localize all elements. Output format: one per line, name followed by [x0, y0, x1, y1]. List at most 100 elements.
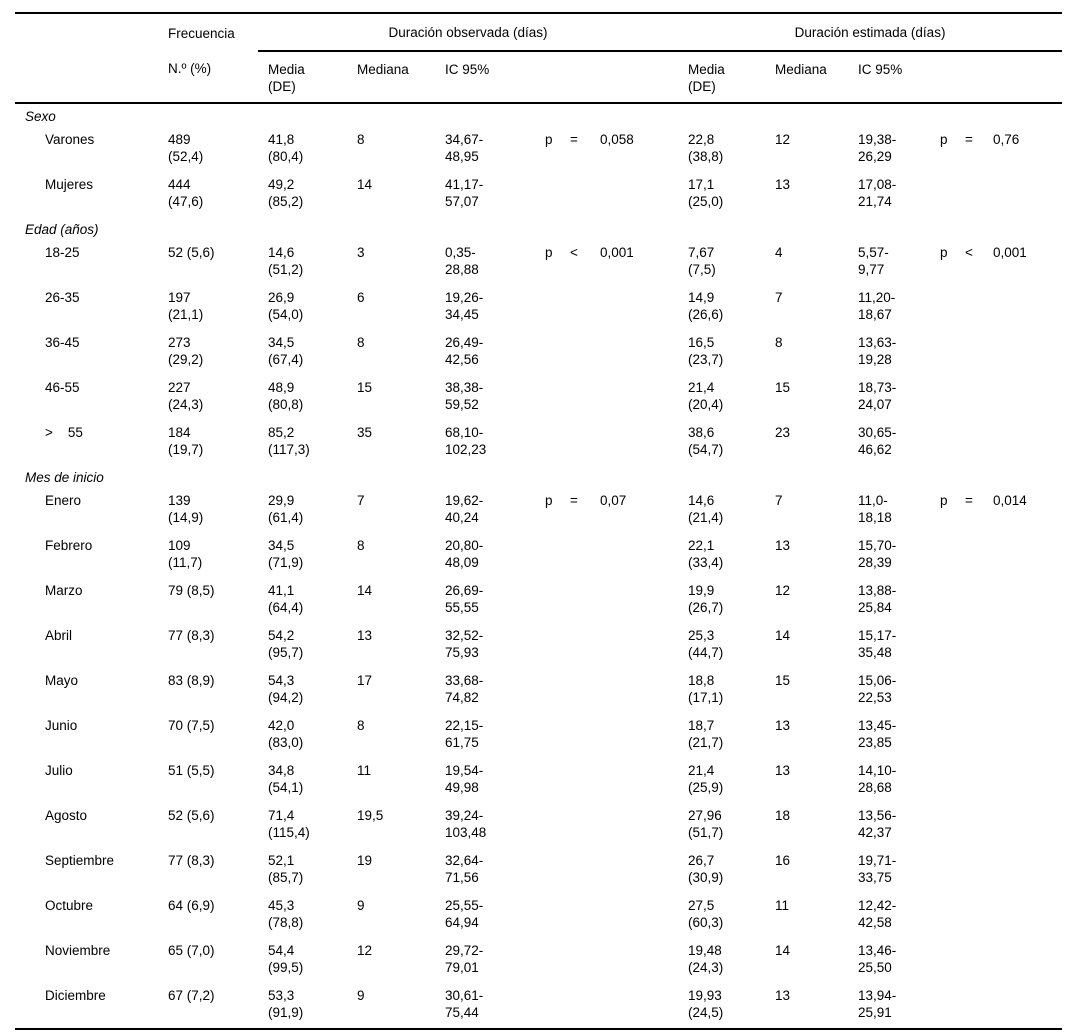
est-ic-cell-line2: 25,50 [858, 960, 892, 975]
freq-cell: 227 (24,3) [158, 375, 258, 420]
obs-media-cell-line1: 85,2 [268, 425, 295, 440]
empty-cell [930, 938, 955, 983]
table-row: Agosto 52 (5,6) 71,4 (115,4) 19,5 39,24- 103,4… [15, 803, 1062, 848]
est-media-cell: 18,7 (21,7) [678, 713, 765, 758]
empty-cell [535, 758, 560, 803]
freq-cell: 184 (19,7) [158, 420, 258, 465]
obs-media-cell: 41,1 (64,4) [258, 578, 347, 623]
est-media-cell-line2: (26,7) [688, 600, 724, 615]
row-label: Junio [45, 718, 78, 733]
est-media-cell-line2: (24,5) [688, 1005, 724, 1020]
empty-cell [590, 533, 678, 578]
empty-cell [590, 578, 678, 623]
est-ic-cell: 13,56- 42,37 [848, 803, 930, 848]
row-label: Agosto [45, 808, 88, 823]
obs-media-cell-line2: (51,2) [268, 262, 304, 277]
obs-mediana-cell: 11 [357, 763, 372, 778]
est-ic-cell: 30,65- 46,62 [848, 420, 930, 465]
empty-cell [560, 938, 590, 983]
est-ic-cell: 13,45- 23,85 [848, 713, 930, 758]
empty-cell [955, 938, 983, 983]
row-label: Enero [45, 493, 82, 508]
obs-media-cell: 34,5 (71,9) [258, 533, 347, 578]
row-label: 18-25 [45, 245, 80, 260]
empty-cell [560, 668, 590, 713]
section-row: Mes de inicio [15, 465, 1062, 488]
empty-cell [955, 285, 983, 330]
est-mediana-cell: 4 [775, 245, 783, 260]
est-media-cell-line2: (26,6) [688, 307, 724, 322]
table-row: Diciembre 67 (7,2) 53,3 (91,9) 9 30,61- 75,44 1… [15, 983, 1063, 1030]
est-media-cell-line1: 38,6 [688, 425, 715, 440]
est-ic-cell: 13,88- 25,84 [848, 578, 930, 623]
obs-media-cell-line1: 29,9 [268, 493, 295, 508]
obs-media-cell-line2: (85,7) [268, 870, 304, 885]
est-ic-cell: 13,63- 19,28 [848, 330, 930, 375]
obs-media-cell-line1: 48,9 [268, 380, 295, 395]
empty-cell [535, 172, 560, 217]
obs-mediana-cell: 14 [357, 583, 373, 598]
freq-cell-line2: (47,6) [168, 194, 204, 209]
table-row: Junio 70 (7,5) 42,0 (83,0) 8 22,15- 61,75 18,7 (… [15, 713, 1062, 758]
row-label: Marzo [45, 583, 83, 598]
obs-ic-cell-line1: 34,67- [445, 132, 484, 147]
obs-ic-cell-line2: 102,23 [445, 442, 487, 457]
empty-cell [955, 758, 983, 803]
est-ic-cell-line1: 15,70- [858, 538, 897, 553]
freq-cell-line1: 227 [168, 380, 191, 395]
empty-cell [590, 713, 678, 758]
obs-media-cell: 26,9 (54,0) [258, 285, 347, 330]
est-media-cell-line2: (30,9) [688, 870, 724, 885]
obs-mediana-cell: 13 [357, 628, 373, 643]
obs-mediana-cell: 19,5 [357, 808, 384, 823]
freq-cell-line1: 273 [168, 335, 191, 350]
obs-media-cell: 14,6 (51,2) [258, 240, 347, 285]
obs-p-label: p [545, 245, 553, 260]
obs-media-cell-line1: 49,2 [268, 177, 295, 192]
obs-media-cell-line1: 54,3 [268, 673, 295, 688]
obs-media-cell: 53,3 (91,9) [258, 983, 347, 1030]
obs-media-cell-line2: (115,4) [268, 825, 310, 840]
obs-mediana-header: Mediana [347, 51, 435, 104]
freq-cell-line1: 52 (5,6) [168, 808, 215, 823]
freq-cell: 77 (8,3) [158, 623, 258, 668]
obs-media-cell: 52,1 (85,7) [258, 848, 347, 893]
empty-cell [15, 12, 158, 51]
table-row: 36-45 273 (29,2) 34,5 (67,4) 8 26,49- 42,56 16,5… [15, 330, 1062, 375]
section-label: Edad (años) [25, 222, 99, 237]
empty-cell [535, 893, 560, 938]
empty-cell [560, 533, 590, 578]
obs-media-cell-line2: (71,9) [268, 555, 304, 570]
empty-cell [535, 623, 560, 668]
est-ic-cell: 15,06- 22,53 [848, 668, 930, 713]
est-media-cell: 27,96 (51,7) [678, 803, 765, 848]
obs-ic-cell-line2: 79,01 [445, 960, 479, 975]
est-ic-cell: 13,46- 25,50 [848, 938, 930, 983]
row-label: Noviembre [45, 943, 111, 958]
table-row: Abril 77 (8,3) 54,2 (95,7) 13 32,52- 75,93 25,3… [15, 623, 1062, 668]
empty-cell [955, 533, 983, 578]
empty-cell [983, 893, 1062, 938]
row-label: > 55 [45, 425, 83, 440]
page: Frecuencia Duración observada (días) Dur… [15, 12, 1063, 1030]
obs-ic-cell-line2: 64,94 [445, 915, 479, 930]
freq-cell: 51 (5,5) [158, 758, 258, 803]
empty-cell [560, 375, 590, 420]
row-label: Abril [45, 628, 73, 643]
obs-p-value: 0,058 [600, 132, 634, 147]
empty-cell [983, 51, 1063, 104]
obs-ic-cell-line2: 75,44 [445, 1005, 479, 1020]
obs-mediana-cell: 9 [347, 983, 435, 1030]
frequency-subheader: N.º (%) [158, 51, 258, 104]
obs-ic-cell-line2: 61,75 [445, 735, 479, 750]
est-mediana-cell: 12 [775, 583, 791, 598]
est-media-cell-line2: (38,8) [688, 149, 724, 164]
empty-cell [590, 983, 678, 1030]
est-ic-cell: 14,10- 28,68 [848, 758, 930, 803]
freq-cell: 444 (47,6) [158, 172, 258, 217]
est-media-cell: 26,7 (30,9) [678, 848, 765, 893]
est-mediana-cell: 13 [775, 177, 791, 192]
empty-cell [590, 375, 678, 420]
obs-mediana-cell: 15 [357, 380, 373, 395]
est-mediana-cell: 7 [775, 290, 783, 305]
